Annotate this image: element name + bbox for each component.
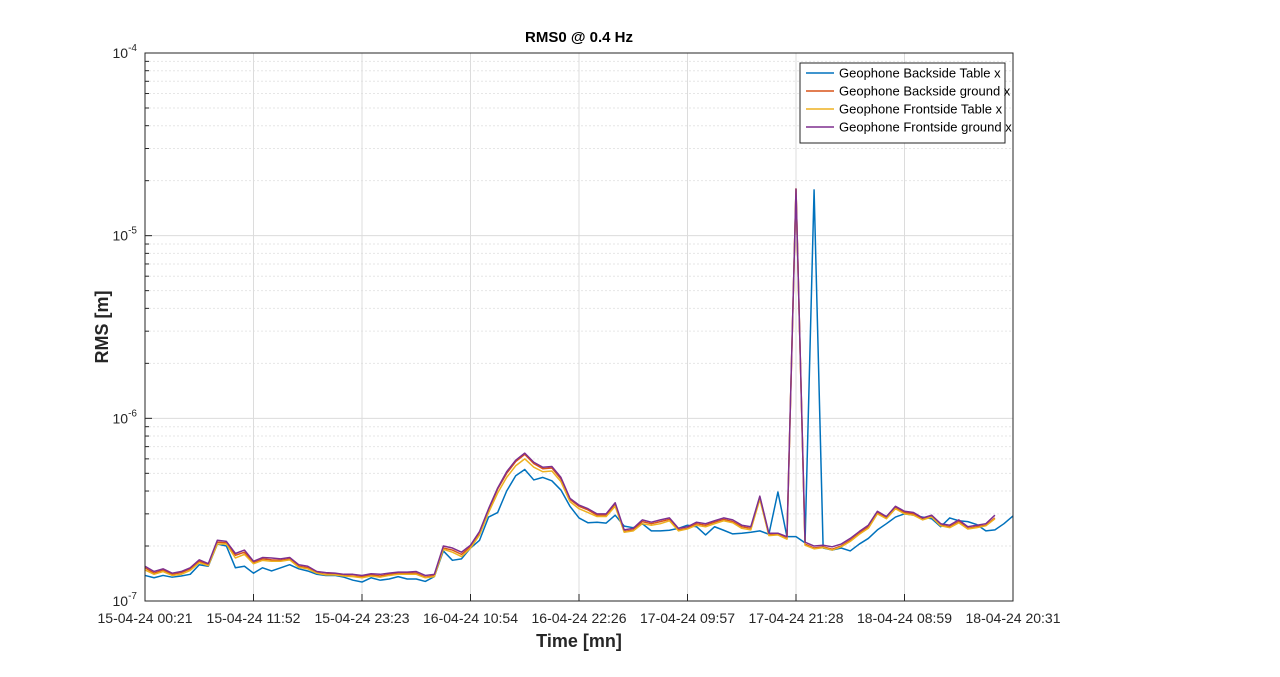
y-tick-base: 10: [113, 410, 129, 426]
y-tick-base: 10: [113, 228, 129, 244]
y-tick-exponent: -5: [128, 226, 137, 237]
x-axis-ticks: 15-04-24 00:21 15-04-24 11:52 15-04-24 23:…: [98, 594, 1061, 626]
series-line-1: [144, 189, 1014, 583]
x-tick-label: 18-04-24 08:59: [857, 610, 952, 626]
series-line-4: [144, 188, 996, 577]
series-line-3: [144, 188, 996, 579]
x-tick-label: 17-04-24 09:57: [640, 610, 735, 626]
x-tick-label: 15-04-24 11:52: [207, 610, 301, 626]
x-tick-label: 18-04-24 20:31: [966, 610, 1061, 626]
y-tick-base: 10: [113, 593, 129, 609]
y-tick-label: 10-5: [113, 226, 138, 244]
x-tick-label: 17-04-24 21:28: [749, 610, 844, 626]
y-tick-label: 10-6: [113, 408, 138, 426]
x-tick-label: 16-04-24 10:54: [423, 610, 518, 626]
y-tick-exponent: -4: [128, 43, 137, 54]
legend-box: [799, 62, 1006, 144]
y-tick-label: 10-4: [113, 43, 138, 61]
y-axis-label: RMS [m]: [92, 291, 112, 364]
legend-entry: Geophone Backside ground x: [839, 84, 1011, 99]
y-tick-base: 10: [113, 45, 129, 61]
legend-entry: Geophone Backside Table x: [839, 66, 1001, 81]
chart-title: RMS0 @ 0.4 Hz: [525, 29, 633, 46]
y-tick-exponent: -6: [128, 408, 137, 419]
y-tick-exponent: -7: [128, 591, 137, 602]
series-layer: [144, 188, 1014, 583]
series-line-2: [144, 188, 996, 578]
legend: Geophone Backside Table x Geophone Backsi…: [799, 62, 1012, 144]
legend-entry: Geophone Frontside Table x: [839, 102, 1003, 117]
x-tick-label: 15-04-24 23:23: [315, 610, 410, 626]
legend-entry: Geophone Frontside ground x: [839, 120, 1012, 135]
y-axis-ticks: 10-710-610-510-4: [113, 43, 152, 609]
x-axis-label: Time [mn]: [536, 631, 622, 651]
x-tick-label: 16-04-24 22:26: [532, 610, 627, 626]
x-tick-label: 15-04-24 00:21: [98, 610, 193, 626]
y-tick-label: 10-7: [113, 591, 138, 609]
